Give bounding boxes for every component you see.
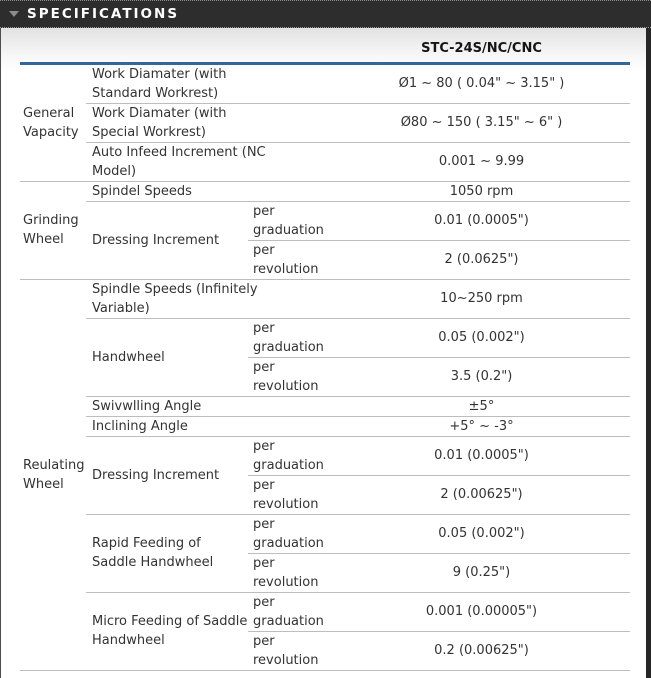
spec-label: Auto Infeed Increment (NC Model) xyxy=(86,141,333,181)
spec-label: Handwheel xyxy=(86,317,248,396)
spec-value: +5° ~ -3° xyxy=(333,415,630,436)
spec-value: 1050 rpm xyxy=(333,180,630,201)
table-row: Reulating Wheel Spindle Speeds (Infinite… xyxy=(20,278,630,670)
specifications-table: STC-24S/NC/CNC General Vapacity Work Dia… xyxy=(20,28,630,671)
section-title: SPECIFICATIONS xyxy=(27,6,180,22)
sub-label: per revolution xyxy=(248,630,333,670)
table-row: per revolution 2 (0.00625") xyxy=(20,474,630,514)
table-row: Grinding Wheel Spindel Speeds 1050 rpm xyxy=(20,180,630,279)
spec-label: Spindle Speeds (Infinitely Variable) xyxy=(86,278,333,318)
spec-value: 0.001 ~ 9.99 xyxy=(333,141,630,181)
spec-label: Dressing Increment xyxy=(86,200,248,279)
table-header-row: STC-24S/NC/CNC xyxy=(20,28,630,65)
spec-value: 0.05 (0.002") xyxy=(333,317,630,357)
spec-value: 0.01 (0.0005") xyxy=(333,435,630,475)
spec-label: Micro Feeding of Saddle Handwheel xyxy=(86,591,248,670)
collapse-triangle-icon xyxy=(9,11,19,17)
spec-label: Work Diamater (with Standard Workrest) xyxy=(86,62,333,103)
sub-label: per graduation xyxy=(248,591,333,631)
spec-label: Rapid Feeding of Saddle Handwheel xyxy=(86,513,248,592)
specifications-section-header[interactable]: SPECIFICATIONS xyxy=(0,0,651,28)
sub-label: per graduation xyxy=(248,317,333,357)
spec-value: 10~250 rpm xyxy=(333,278,630,318)
spec-value: ±5° xyxy=(333,395,630,416)
spec-value: 0.2 (0.00625") xyxy=(333,630,630,670)
group-label-general-vapacity: General Vapacity xyxy=(20,62,86,181)
spec-value: 0.001 (0.00005") xyxy=(333,591,630,631)
table-row: Inclining Angle +5° ~ -3° xyxy=(20,415,630,436)
spec-value: 0.05 (0.002") xyxy=(333,513,630,553)
spec-value: 2 (0.00625") xyxy=(333,474,630,514)
spec-label: Work Diamater (with Special Workrest) xyxy=(86,102,333,142)
spec-value: Ø80 ~ 150 ( 3.15" ~ 6" ) xyxy=(333,102,630,142)
spec-label: Spindel Speeds xyxy=(86,180,333,201)
table-row: per revolution 3.5 (0.2") xyxy=(20,356,630,396)
header-spacer xyxy=(20,28,333,65)
table-row: Swivwlling Angle ±5° xyxy=(20,395,630,416)
table-row: Auto Infeed Increment (NC Model) 0.001 ~… xyxy=(20,141,630,181)
spec-value: 0.01 (0.0005") xyxy=(333,200,630,240)
specifications-panel: STC-24S/NC/CNC General Vapacity Work Dia… xyxy=(0,28,651,678)
table-row: Dressing Increment per graduation 0.01 (… xyxy=(20,435,630,514)
sub-label: per graduation xyxy=(248,200,333,240)
spec-label: Dressing Increment xyxy=(86,435,248,514)
sub-label: per revolution xyxy=(248,356,333,396)
sub-label: per revolution xyxy=(248,239,333,279)
table-row: per revolution 0.2 (0.00625") xyxy=(20,630,630,670)
sub-label: per graduation xyxy=(248,435,333,475)
sub-label: per revolution xyxy=(248,474,333,514)
model-header: STC-24S/NC/CNC xyxy=(333,28,630,65)
sub-label: per graduation xyxy=(248,513,333,553)
table-row: Work Diamater (with Special Workrest) Ø8… xyxy=(20,102,630,142)
spec-value: 3.5 (0.2") xyxy=(333,356,630,396)
group-label-grinding-wheel: Grinding Wheel xyxy=(20,180,86,279)
table-row: General Vapacity Work Diamater (with Sta… xyxy=(20,62,630,181)
table-row: Handwheel per graduation 0.05 (0.002") xyxy=(20,317,630,396)
spec-label: Swivwlling Angle xyxy=(86,395,333,416)
table-row: Dressing Increment per graduation 0.01 (… xyxy=(20,200,630,279)
table-row: per revolution 2 (0.0625") xyxy=(20,239,630,279)
spec-label: Inclining Angle xyxy=(86,415,333,436)
table-row: Micro Feeding of Saddle Handwheel per gr… xyxy=(20,591,630,670)
spec-value: 2 (0.0625") xyxy=(333,239,630,279)
table-row: per revolution 9 (0.25") xyxy=(20,552,630,592)
spec-value: 9 (0.25") xyxy=(333,552,630,592)
group-label-reulating-wheel: Reulating Wheel xyxy=(20,278,86,670)
sub-label: per revolution xyxy=(248,552,333,592)
spec-value: Ø1 ~ 80 ( 0.04" ~ 3.15" ) xyxy=(333,62,630,103)
table-row: Rapid Feeding of Saddle Handwheel per gr… xyxy=(20,513,630,592)
